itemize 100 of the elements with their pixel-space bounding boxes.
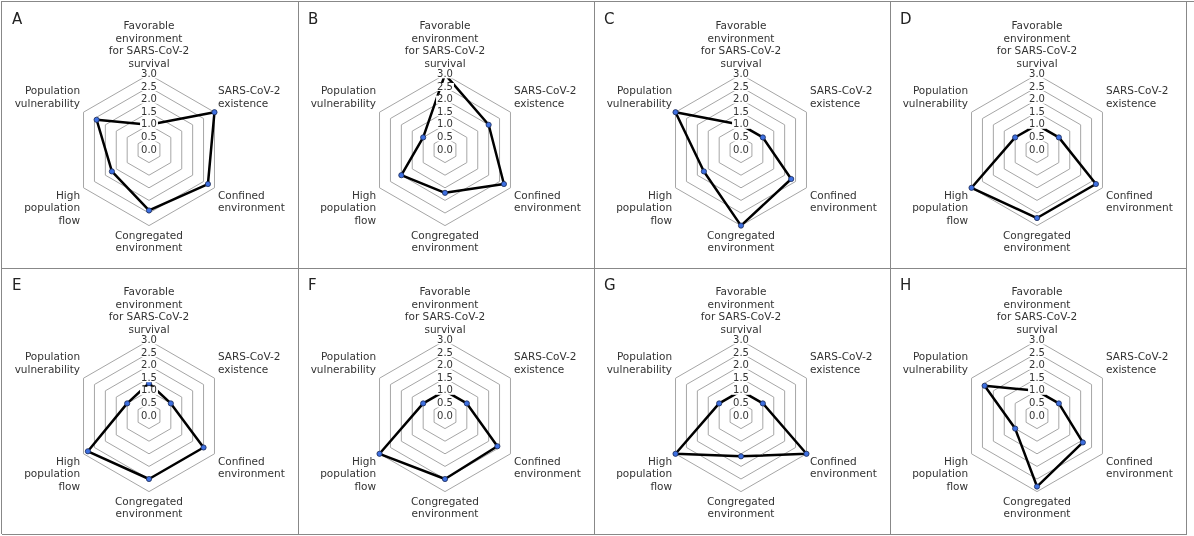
spoke-label: Population vulnerability: [902, 350, 969, 375]
spoke-label: Congregated environment: [707, 228, 775, 254]
chart-title: G: [604, 276, 616, 294]
y-tick-label: 0.0: [733, 143, 749, 155]
spoke-label: Favorable environment for SARS-CoV-2 survival: [404, 285, 486, 335]
spoke-label: Favorable environment for SARS-CoV-2 survival: [404, 19, 486, 69]
y-tick-label: 1.5: [437, 371, 453, 383]
spoke-label: Favorable environment for SARS-CoV-2 survival: [700, 285, 782, 335]
y-tick-label: 2.5: [733, 346, 749, 358]
spoke-label: SARS-CoV-2 existence: [1105, 350, 1169, 375]
y-tick-label: 2.5: [437, 80, 453, 92]
chart-title: B: [308, 10, 319, 28]
spoke-label: Confined environment: [217, 188, 285, 214]
y-tick-label: 2.0: [733, 93, 749, 105]
y-tick-label: 0.0: [141, 409, 157, 421]
y-tick-label: 0.5: [733, 130, 749, 142]
y-tick-label: 3.0: [1029, 67, 1045, 79]
spoke-label: Favorable environment for SARS-CoV-2 survival: [700, 19, 782, 69]
spoke-label: SARS-CoV-2 existence: [513, 350, 577, 375]
spoke-label: Congregated environment: [115, 494, 183, 520]
spoke-label: Confined environment: [513, 454, 581, 480]
y-tick-label: 0.5: [141, 130, 157, 142]
spoke-label: High population flow: [616, 454, 673, 493]
spoke-label: High population flow: [24, 188, 81, 227]
spoke-label: Favorable environment for SARS-CoV-2 survival: [108, 19, 190, 69]
spoke-label: High population flow: [320, 188, 377, 227]
y-tick-label: 1.5: [437, 105, 453, 117]
spoke-label: Confined environment: [809, 454, 877, 480]
y-tick-label: 3.0: [437, 67, 453, 79]
spoke-label: Congregated environment: [1003, 228, 1071, 254]
y-tick-label: 0.5: [437, 130, 453, 142]
spoke-label: Congregated environment: [1003, 494, 1071, 520]
spoke-label: Confined environment: [217, 454, 285, 480]
y-tick-label: 2.5: [1029, 346, 1045, 358]
y-tick-label: 2.0: [437, 359, 453, 371]
y-tick-label: 0.5: [1029, 130, 1045, 142]
y-tick-label: 2.0: [141, 359, 157, 371]
y-tick-label: 2.5: [437, 346, 453, 358]
spoke-label: SARS-CoV-2 existence: [809, 350, 873, 375]
y-tick-label: 2.5: [141, 346, 157, 358]
spoke-label: Favorable environment for SARS-CoV-2 survival: [108, 285, 190, 335]
y-tick-label: 3.0: [733, 67, 749, 79]
y-tick-label: 2.5: [733, 80, 749, 92]
spoke-label: SARS-CoV-2 existence: [217, 350, 281, 375]
spoke-label: Confined environment: [1105, 188, 1173, 214]
y-tick-label: 0.0: [1029, 409, 1045, 421]
spoke-label: High population flow: [616, 188, 673, 227]
spoke-label: Population vulnerability: [902, 84, 969, 109]
spoke-label: Confined environment: [809, 188, 877, 214]
y-tick-label: 3.0: [141, 333, 157, 345]
spoke-label: Population vulnerability: [14, 350, 81, 375]
spoke-label: High population flow: [912, 454, 969, 493]
y-tick-label: 2.0: [1029, 93, 1045, 105]
spoke-label: Confined environment: [513, 188, 581, 214]
y-tick-label: 3.0: [141, 67, 157, 79]
y-tick-label: 2.0: [141, 93, 157, 105]
spoke-label: Congregated environment: [707, 494, 775, 520]
y-tick-label: 0.0: [141, 143, 157, 155]
y-tick-label: 2.0: [437, 93, 453, 105]
y-tick-label: 1.5: [141, 105, 157, 117]
y-tick-label: 3.0: [733, 333, 749, 345]
spoke-label: Congregated environment: [411, 494, 479, 520]
spoke-label: SARS-CoV-2 existence: [1105, 84, 1169, 109]
y-tick-label: 1.5: [1029, 105, 1045, 117]
y-tick-label: 1.5: [141, 371, 157, 383]
y-tick-label: 0.5: [733, 396, 749, 408]
spoke-label: Congregated environment: [115, 228, 183, 254]
spoke-label: Favorable environment for SARS-CoV-2 survival: [996, 19, 1078, 69]
spoke-label: Congregated environment: [411, 228, 479, 254]
chart-title: D: [900, 10, 912, 28]
y-tick-label: 2.5: [141, 80, 157, 92]
y-tick-label: 3.0: [437, 333, 453, 345]
chart-title: A: [12, 10, 23, 28]
chart-title: H: [900, 276, 912, 294]
y-tick-label: 2.0: [1029, 359, 1045, 371]
y-tick-label: 0.5: [141, 396, 157, 408]
y-tick-label: 2.0: [733, 359, 749, 371]
y-tick-label: 0.5: [437, 396, 453, 408]
spoke-label: Population vulnerability: [14, 84, 81, 109]
spoke-label: Favorable environment for SARS-CoV-2 survival: [996, 285, 1078, 335]
y-tick-label: 0.0: [1029, 143, 1045, 155]
spoke-label: Confined environment: [1105, 454, 1173, 480]
spoke-label: High population flow: [24, 454, 81, 493]
spoke-label: SARS-CoV-2 existence: [513, 84, 577, 109]
y-tick-label: 2.5: [1029, 80, 1045, 92]
chart-title: F: [308, 276, 317, 294]
spoke-label: SARS-CoV-2 existence: [809, 84, 873, 109]
spoke-label: SARS-CoV-2 existence: [217, 84, 281, 109]
chart-title: C: [604, 10, 615, 28]
spoke-label: Population vulnerability: [310, 84, 377, 109]
y-tick-label: 1.5: [733, 371, 749, 383]
spoke-label: Population vulnerability: [606, 350, 673, 375]
y-tick-label: 0.5: [1029, 396, 1045, 408]
y-tick-label: 1.5: [733, 105, 749, 117]
y-tick-label: 0.0: [437, 409, 453, 421]
chart-title: E: [12, 276, 22, 294]
y-tick-label: 1.5: [1029, 371, 1045, 383]
y-tick-label: 3.0: [1029, 333, 1045, 345]
spoke-label: High population flow: [912, 188, 969, 227]
spoke-label: High population flow: [320, 454, 377, 493]
